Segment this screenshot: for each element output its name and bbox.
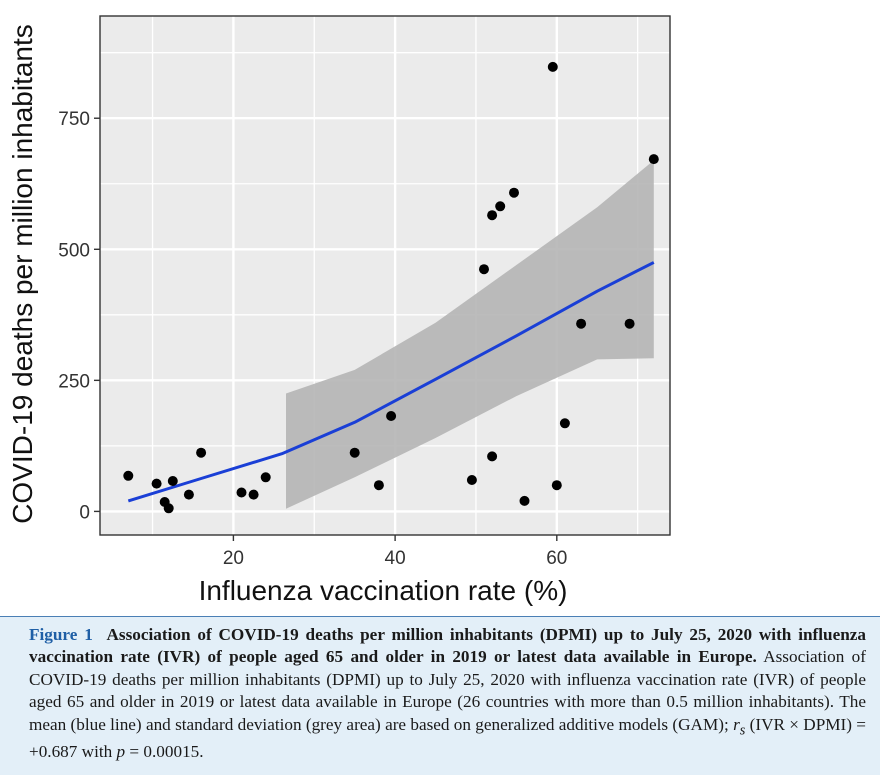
data-point bbox=[248, 489, 259, 500]
data-point bbox=[487, 210, 498, 221]
plot-border bbox=[99, 15, 671, 536]
stat-expression: (IVR × DPMI) = +0.687 with bbox=[29, 714, 867, 762]
y-tick-label: 500 bbox=[58, 240, 90, 261]
data-point bbox=[466, 475, 477, 485]
stat-subscript: s bbox=[739, 722, 746, 739]
data-point bbox=[196, 447, 207, 458]
data-point bbox=[349, 447, 360, 458]
stat-symbol: r bbox=[733, 714, 740, 734]
data-point bbox=[551, 480, 562, 491]
data-point bbox=[509, 187, 519, 198]
data-points bbox=[123, 61, 659, 514]
data-point bbox=[151, 478, 162, 489]
data-point bbox=[624, 318, 635, 329]
caption-title: Association of COVID-19 deaths per milli… bbox=[29, 625, 867, 667]
data-point bbox=[236, 487, 247, 498]
y-tick-label: 250 bbox=[58, 371, 90, 392]
data-point bbox=[123, 470, 134, 481]
data-point bbox=[487, 451, 498, 462]
data-point bbox=[519, 495, 530, 506]
data-point bbox=[373, 480, 384, 491]
data-point bbox=[648, 154, 659, 165]
axis-ticks bbox=[94, 117, 558, 541]
data-point bbox=[547, 61, 558, 72]
y-axis-title: COVID-19 deaths per million inhabitants bbox=[7, 24, 38, 524]
x-tick-label: 60 bbox=[546, 548, 567, 569]
data-point bbox=[559, 418, 570, 429]
data-point bbox=[260, 472, 271, 483]
data-point bbox=[183, 489, 194, 500]
figure-caption: Figure 1 Association of COVID-19 deaths … bbox=[0, 616, 880, 775]
data-point bbox=[386, 411, 397, 421]
fit-line bbox=[127, 261, 655, 503]
caption-body: Association of COVID-19 deaths per milli… bbox=[29, 647, 866, 734]
data-point bbox=[576, 318, 587, 329]
x-tick-label: 20 bbox=[223, 548, 244, 569]
x-tick-label: 40 bbox=[385, 548, 406, 569]
y-tick-label: 750 bbox=[58, 109, 90, 130]
tick-labels: 20 40 60 0 250 500 750 bbox=[58, 109, 567, 569]
figure-number: Figure 1 bbox=[29, 625, 93, 644]
data-point bbox=[495, 201, 506, 212]
y-tick-label: 0 bbox=[79, 502, 90, 523]
x-axis-title: Influenza vaccination rate (%) bbox=[199, 575, 568, 606]
data-point bbox=[163, 503, 174, 514]
confidence-band bbox=[286, 160, 654, 509]
data-point bbox=[479, 264, 489, 275]
p-symbol: p bbox=[116, 742, 126, 762]
data-point bbox=[167, 476, 178, 486]
scatter-chart: 20 40 60 0 250 500 750 Influenza vaccination r… bbox=[7, 15, 671, 606]
p-value: = 0.00015. bbox=[129, 742, 204, 762]
